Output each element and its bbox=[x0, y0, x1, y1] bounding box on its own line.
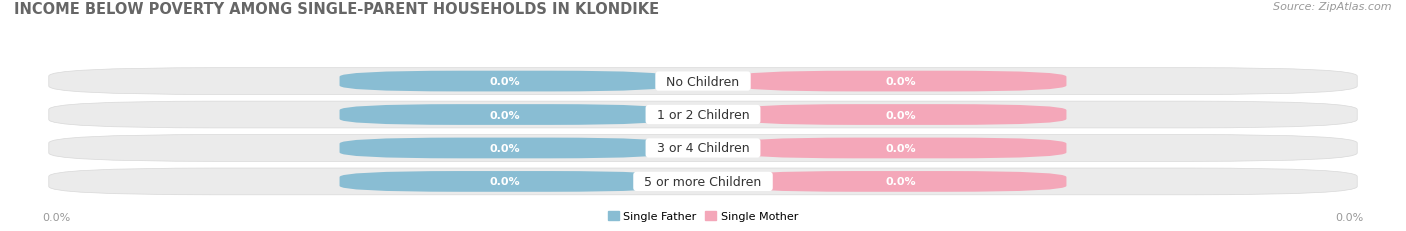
FancyBboxPatch shape bbox=[737, 105, 1067, 125]
Text: INCOME BELOW POVERTY AMONG SINGLE-PARENT HOUSEHOLDS IN KLONDIKE: INCOME BELOW POVERTY AMONG SINGLE-PARENT… bbox=[14, 2, 659, 17]
FancyBboxPatch shape bbox=[339, 71, 669, 92]
FancyBboxPatch shape bbox=[737, 171, 1067, 192]
FancyBboxPatch shape bbox=[49, 68, 1357, 95]
FancyBboxPatch shape bbox=[49, 135, 1357, 162]
Text: 0.0%: 0.0% bbox=[489, 110, 520, 120]
Text: 0.0%: 0.0% bbox=[489, 77, 520, 87]
FancyBboxPatch shape bbox=[737, 138, 1067, 159]
Text: 0.0%: 0.0% bbox=[489, 143, 520, 153]
Text: 3 or 4 Children: 3 or 4 Children bbox=[648, 142, 758, 155]
Text: 0.0%: 0.0% bbox=[1336, 212, 1364, 222]
Text: 5 or more Children: 5 or more Children bbox=[637, 175, 769, 188]
Text: 0.0%: 0.0% bbox=[886, 77, 917, 87]
Text: 1 or 2 Children: 1 or 2 Children bbox=[648, 109, 758, 122]
FancyBboxPatch shape bbox=[339, 138, 669, 159]
Text: 0.0%: 0.0% bbox=[42, 212, 70, 222]
Text: Source: ZipAtlas.com: Source: ZipAtlas.com bbox=[1274, 2, 1392, 12]
Text: No Children: No Children bbox=[658, 75, 748, 88]
Legend: Single Father, Single Mother: Single Father, Single Mother bbox=[603, 206, 803, 225]
FancyBboxPatch shape bbox=[49, 102, 1357, 128]
FancyBboxPatch shape bbox=[339, 171, 669, 192]
Text: 0.0%: 0.0% bbox=[886, 110, 917, 120]
FancyBboxPatch shape bbox=[737, 71, 1067, 92]
FancyBboxPatch shape bbox=[49, 168, 1357, 195]
Text: 0.0%: 0.0% bbox=[886, 177, 917, 187]
Text: 0.0%: 0.0% bbox=[489, 177, 520, 187]
FancyBboxPatch shape bbox=[339, 105, 669, 125]
Text: 0.0%: 0.0% bbox=[886, 143, 917, 153]
